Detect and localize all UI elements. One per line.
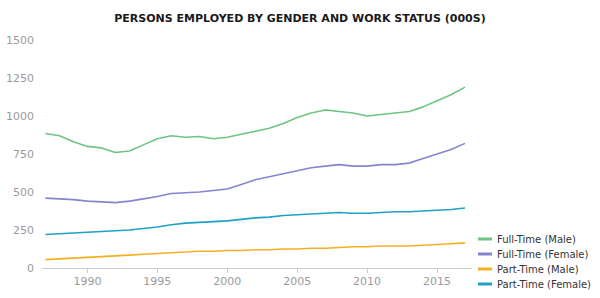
svg-text:1000: 1000 [6, 110, 34, 123]
svg-text:1250: 1250 [6, 72, 34, 85]
svg-text:0: 0 [27, 262, 34, 275]
svg-text:2010: 2010 [353, 275, 381, 288]
svg-text:Full-Time (Male): Full-Time (Male) [497, 234, 576, 245]
svg-text:2000: 2000 [213, 275, 241, 288]
svg-text:2015: 2015 [423, 275, 451, 288]
svg-text:250: 250 [13, 224, 34, 237]
svg-text:PERSONS EMPLOYED BY GENDER AND: PERSONS EMPLOYED BY GENDER AND WORK STAT… [114, 12, 485, 25]
svg-text:500: 500 [13, 186, 34, 199]
svg-text:1995: 1995 [143, 275, 171, 288]
svg-text:Part-Time (Female): Part-Time (Female) [497, 279, 591, 290]
svg-text:1500: 1500 [6, 34, 34, 47]
svg-text:Full-Time (Female): Full-Time (Female) [497, 249, 589, 260]
svg-text:1990: 1990 [73, 275, 101, 288]
svg-text:750: 750 [13, 148, 34, 161]
svg-text:Part-Time (Male): Part-Time (Male) [497, 264, 579, 275]
svg-text:2005: 2005 [283, 275, 311, 288]
